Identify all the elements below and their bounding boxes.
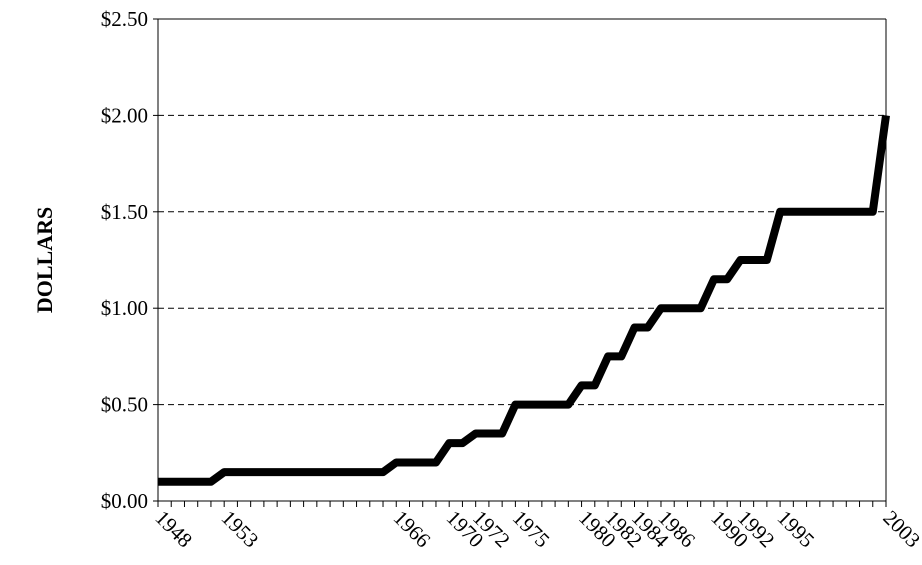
y-tick-label: $2.50 — [101, 7, 148, 31]
y-tick-label: $0.50 — [101, 393, 148, 417]
y-tick-label: $0.00 — [101, 489, 148, 513]
x-tick-label: 1953 — [217, 506, 264, 553]
x-tick-label: 2003 — [878, 506, 922, 553]
y-tick-label: $1.00 — [101, 296, 148, 320]
y-tick-label: $2.00 — [101, 103, 148, 127]
y-tick-label: $1.50 — [101, 200, 148, 224]
x-tick-label: 1975 — [508, 506, 555, 553]
x-tick-label: 1995 — [773, 506, 820, 553]
x-tick-label: 1966 — [389, 506, 436, 553]
data-line — [158, 114, 890, 486]
y-axis-label: DOLLARS — [32, 207, 57, 313]
x-tick-label: 1948 — [150, 506, 197, 553]
